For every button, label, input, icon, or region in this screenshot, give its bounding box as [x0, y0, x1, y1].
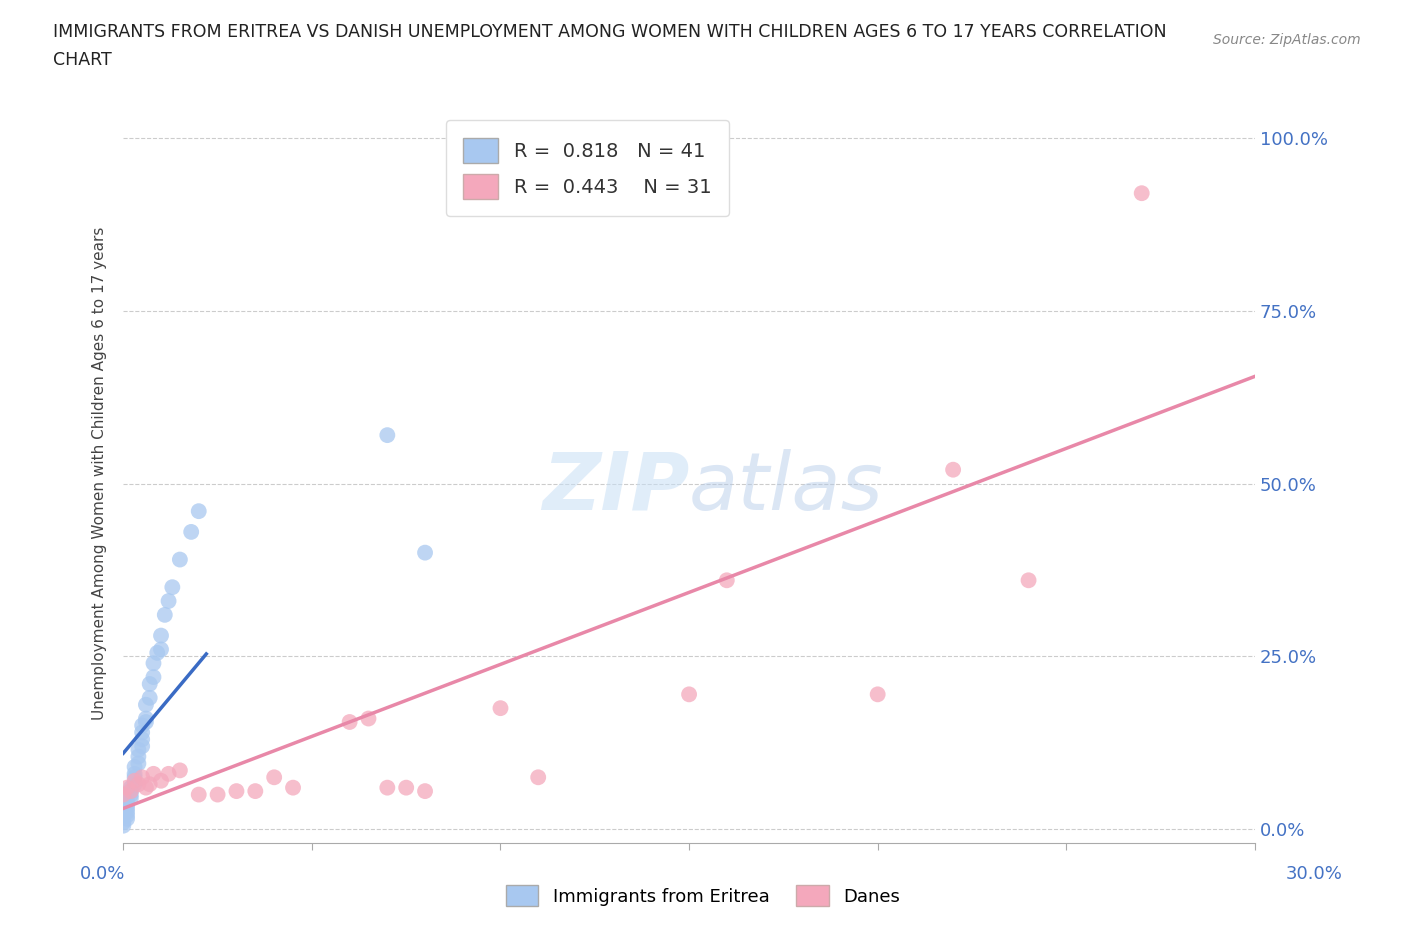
Point — [112, 818, 135, 833]
Point — [131, 732, 153, 747]
Point — [112, 815, 135, 830]
Text: ZIP: ZIP — [541, 449, 689, 527]
Legend: Immigrants from Eritrea, Danes: Immigrants from Eritrea, Danes — [499, 878, 907, 913]
Point — [115, 808, 138, 823]
Point — [169, 763, 191, 777]
Point — [120, 790, 142, 805]
Point — [245, 784, 267, 799]
Point — [357, 711, 380, 726]
Point — [225, 784, 247, 799]
Point — [135, 780, 157, 795]
Point — [489, 700, 512, 715]
Point — [678, 687, 700, 702]
Point — [115, 794, 138, 809]
Text: 30.0%: 30.0% — [1286, 865, 1343, 883]
Point — [138, 676, 160, 691]
Point — [339, 714, 361, 729]
Point — [127, 756, 149, 771]
Point — [135, 698, 157, 712]
Point — [127, 749, 149, 764]
Point — [150, 774, 173, 789]
Point — [142, 656, 165, 671]
Y-axis label: Unemployment Among Women with Children Ages 6 to 17 years: Unemployment Among Women with Children A… — [93, 227, 107, 720]
Point — [138, 690, 160, 705]
Point — [150, 642, 173, 657]
Point — [131, 738, 153, 753]
Point — [180, 525, 202, 539]
Point — [115, 801, 138, 816]
Point — [115, 798, 138, 813]
Point — [131, 718, 153, 733]
Text: 0.0%: 0.0% — [80, 865, 125, 883]
Point — [124, 770, 146, 785]
Point — [281, 780, 304, 795]
Point — [138, 777, 160, 791]
Text: CHART: CHART — [53, 51, 112, 69]
Point — [142, 670, 165, 684]
Point — [1018, 573, 1040, 588]
Point — [120, 780, 142, 795]
Point — [187, 787, 209, 802]
Point — [169, 552, 191, 567]
Point — [127, 777, 149, 791]
Point — [135, 711, 157, 726]
Point — [131, 724, 153, 739]
Point — [146, 645, 169, 660]
Text: atlas: atlas — [689, 449, 884, 527]
Point — [263, 770, 285, 785]
Point — [124, 774, 146, 789]
Point — [153, 607, 176, 622]
Point — [375, 780, 398, 795]
Legend: R =  0.818   N = 41, R =  0.443    N = 31: R = 0.818 N = 41, R = 0.443 N = 31 — [446, 121, 728, 216]
Point — [395, 780, 418, 795]
Point — [527, 770, 550, 785]
Point — [866, 687, 889, 702]
Point — [120, 784, 142, 799]
Point — [1130, 186, 1153, 201]
Point — [124, 760, 146, 775]
Text: IMMIGRANTS FROM ERITREA VS DANISH UNEMPLOYMENT AMONG WOMEN WITH CHILDREN AGES 6 : IMMIGRANTS FROM ERITREA VS DANISH UNEMPL… — [53, 23, 1167, 41]
Point — [120, 787, 142, 802]
Point — [142, 766, 165, 781]
Point — [716, 573, 738, 588]
Point — [187, 504, 209, 519]
Point — [157, 766, 180, 781]
Point — [131, 770, 153, 785]
Point — [135, 714, 157, 729]
Text: Source: ZipAtlas.com: Source: ZipAtlas.com — [1213, 33, 1361, 46]
Point — [120, 784, 142, 799]
Point — [112, 787, 135, 802]
Point — [207, 787, 229, 802]
Point — [413, 545, 436, 560]
Point — [127, 742, 149, 757]
Point — [942, 462, 965, 477]
Point — [150, 628, 173, 643]
Point — [157, 593, 180, 608]
Point — [124, 766, 146, 781]
Point — [162, 579, 184, 594]
Point — [375, 428, 398, 443]
Point — [115, 811, 138, 826]
Point — [124, 777, 146, 791]
Point — [115, 780, 138, 795]
Point — [413, 784, 436, 799]
Point — [115, 804, 138, 819]
